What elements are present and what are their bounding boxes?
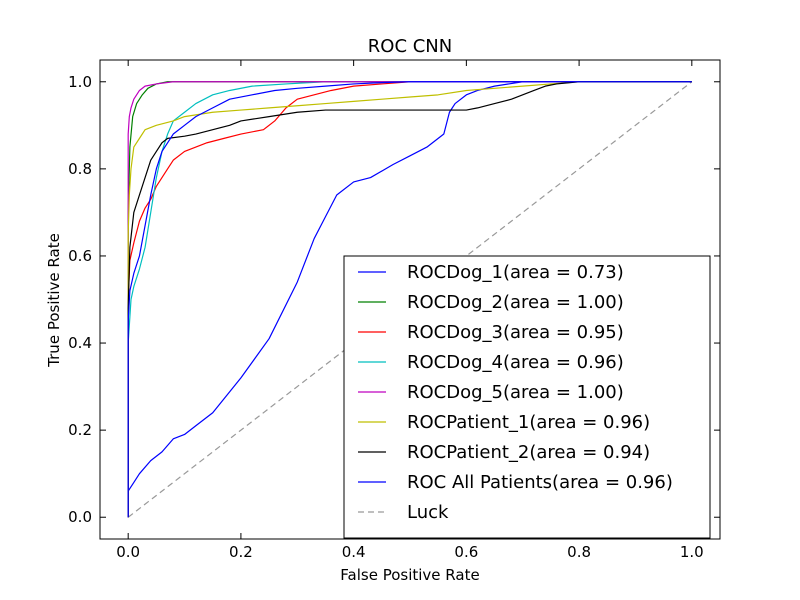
y-tick-label: 1.0 (68, 73, 92, 91)
plot-border (99, 59, 721, 540)
series-line-3 (127, 81, 692, 518)
x-tick-label: 0.8 (567, 543, 591, 561)
x-tick-label: 1.0 (680, 543, 704, 561)
series-line-6 (127, 81, 692, 518)
series-line-7 (127, 81, 692, 518)
y-tick-label: 0.6 (68, 247, 92, 265)
legend-label: ROC All Patients(area = 0.96) (407, 472, 673, 493)
series-lines (127, 81, 693, 518)
legend-label: ROCDog_5(area = 1.00) (407, 382, 624, 403)
legend-label: ROCPatient_1(area = 0.96) (407, 412, 650, 433)
x-axis-title: False Positive Rate (340, 566, 479, 584)
x-tick-label: 0.0 (116, 543, 140, 561)
legend-label: ROCDog_2(area = 1.00) (407, 292, 624, 313)
y-tick-label: 0.2 (68, 421, 92, 439)
y-tick-label: 0.8 (68, 160, 92, 178)
legend-label: Luck (407, 502, 449, 523)
legend-label: ROCDog_1(area = 0.73) (407, 262, 624, 283)
y-tick-label: 0.0 (68, 508, 92, 526)
series-line-1 (127, 81, 692, 518)
y-axis-title: True Positive Rate (45, 233, 63, 368)
legend-label: ROCDog_4(area = 0.96) (407, 352, 624, 373)
legend-box (343, 255, 711, 539)
legend-label: ROCPatient_2(area = 0.94) (407, 442, 650, 463)
chart-title: ROC CNN (368, 36, 452, 57)
y-tick-label: 0.4 (68, 334, 92, 352)
x-tick-label: 0.4 (342, 543, 366, 561)
series-line-8 (127, 81, 692, 518)
x-tick-label: 0.2 (229, 543, 253, 561)
series-line-9 (127, 81, 693, 518)
x-tick-label: 0.6 (454, 543, 478, 561)
legend: ROCDog_1(area = 0.73) ROCDog_2(area = 1.0… (343, 255, 711, 539)
series-line-5 (127, 81, 692, 518)
axis-ticks: 0.0 0.2 0.4 0.6 0.8 1.0 0.0 0.2 0.4 0.6 0.8 1.0 (68, 60, 720, 561)
legend-label: ROCDog_3(area = 0.95) (407, 322, 624, 343)
